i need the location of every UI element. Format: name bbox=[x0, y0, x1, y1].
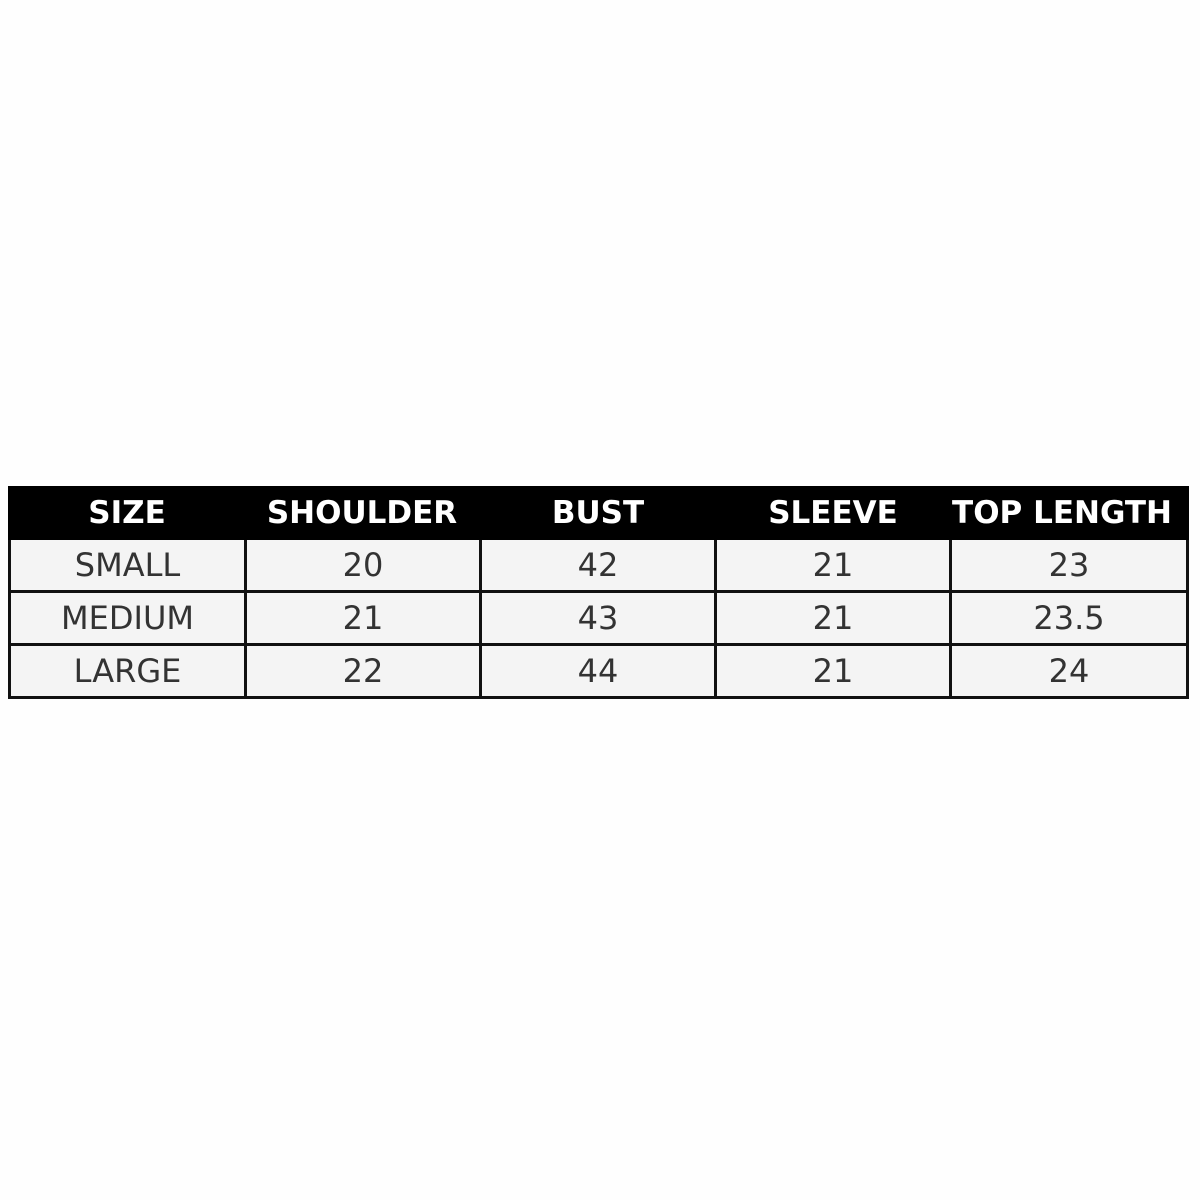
cell-shoulder: 20 bbox=[247, 540, 479, 590]
cell-sleeve: 21 bbox=[717, 593, 949, 643]
cell-sleeve: 21 bbox=[717, 540, 949, 590]
cell-shoulder: 21 bbox=[247, 593, 479, 643]
table-row: LARGE 22 44 21 24 bbox=[11, 646, 1186, 696]
header-top-length: TOP LENGTH bbox=[952, 495, 1172, 531]
cell-top-length: 24 bbox=[952, 646, 1186, 696]
header-sleeve: SLEEVE bbox=[768, 495, 898, 531]
cell-shoulder: 22 bbox=[247, 646, 479, 696]
cell-top-length: 23.5 bbox=[952, 593, 1186, 643]
cell-size: MEDIUM bbox=[11, 593, 244, 643]
table-row: MEDIUM 21 43 21 23.5 bbox=[11, 593, 1186, 643]
cell-bust: 42 bbox=[482, 540, 714, 590]
cell-sleeve: 21 bbox=[717, 646, 949, 696]
cell-bust: 43 bbox=[482, 593, 714, 643]
cell-size: SMALL bbox=[11, 540, 244, 590]
table-row: SMALL 20 42 21 23 bbox=[11, 540, 1186, 590]
table-header: SIZE SHOULDER BUST SLEEVE TOP LENGTH bbox=[8, 486, 1189, 540]
header-size: SIZE bbox=[88, 495, 166, 531]
cell-bust: 44 bbox=[482, 646, 714, 696]
cell-size: LARGE bbox=[11, 646, 244, 696]
size-chart-table: SIZE SHOULDER BUST SLEEVE TOP LENGTH SMA… bbox=[8, 486, 1189, 699]
header-shoulder: SHOULDER bbox=[266, 495, 458, 531]
table-body: SMALL 20 42 21 23 MEDIUM 21 43 21 23.5 L… bbox=[8, 540, 1189, 699]
header-bust: BUST bbox=[551, 495, 645, 531]
cell-top-length: 23 bbox=[952, 540, 1186, 590]
